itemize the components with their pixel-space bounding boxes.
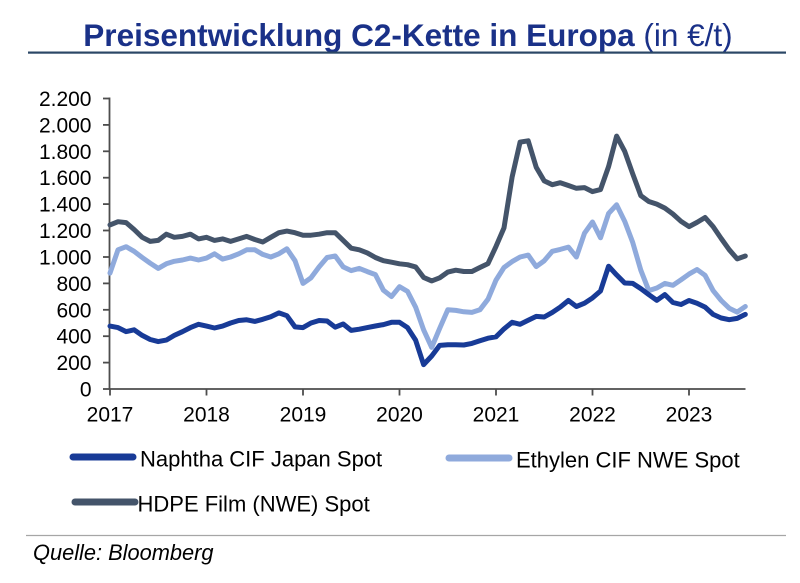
- svg-text:1.800: 1.800: [39, 141, 92, 164]
- svg-text:2017: 2017: [87, 404, 134, 427]
- svg-text:1.600: 1.600: [39, 167, 92, 190]
- svg-text:1.000: 1.000: [39, 247, 92, 270]
- svg-text:2018: 2018: [183, 404, 230, 427]
- svg-text:2021: 2021: [473, 404, 520, 427]
- svg-text:HDPE Film (NWE) Spot: HDPE Film (NWE) Spot: [138, 491, 370, 516]
- svg-text:Naphtha CIF Japan Spot: Naphtha CIF Japan Spot: [140, 446, 382, 471]
- svg-text:0: 0: [80, 379, 92, 402]
- svg-text:1.400: 1.400: [39, 194, 92, 217]
- svg-text:400: 400: [56, 326, 91, 349]
- svg-text:Ethylen CIF NWE Spot: Ethylen CIF NWE Spot: [516, 447, 740, 472]
- svg-text:2023: 2023: [666, 404, 713, 427]
- svg-text:2020: 2020: [376, 404, 423, 427]
- svg-text:600: 600: [56, 299, 91, 322]
- svg-text:2022: 2022: [569, 404, 616, 427]
- svg-text:2.000: 2.000: [39, 114, 92, 137]
- svg-text:Preisentwicklung C2-Kette in E: Preisentwicklung C2-Kette in Europa (in …: [83, 17, 732, 53]
- svg-text:200: 200: [56, 352, 91, 375]
- svg-text:1.200: 1.200: [39, 220, 92, 243]
- svg-text:2019: 2019: [280, 404, 327, 427]
- svg-text:2.200: 2.200: [39, 88, 92, 111]
- svg-text:Quelle: Bloomberg: Quelle: Bloomberg: [33, 540, 214, 565]
- svg-text:800: 800: [56, 273, 91, 296]
